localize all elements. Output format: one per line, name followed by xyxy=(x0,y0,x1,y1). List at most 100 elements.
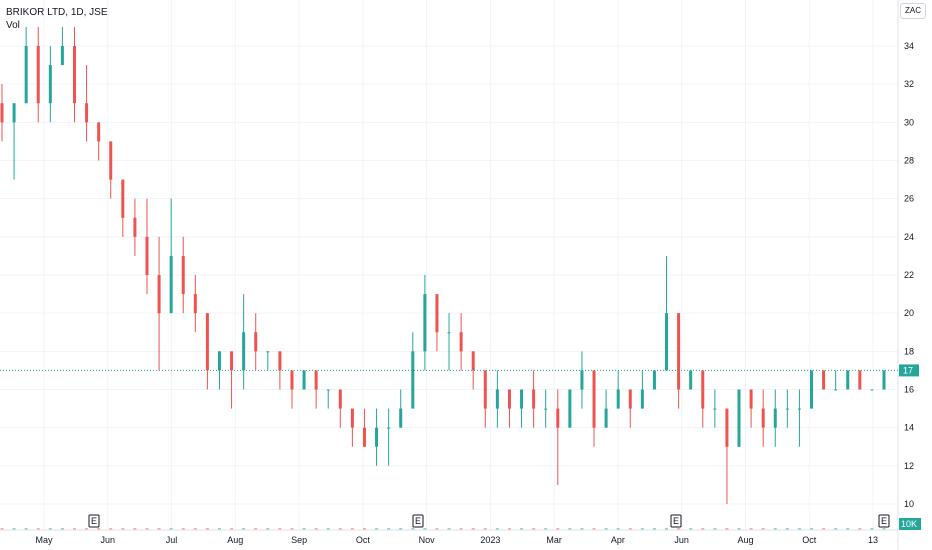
candle-body xyxy=(242,332,246,371)
volume-bar xyxy=(520,528,524,530)
volume-bar xyxy=(580,528,584,530)
volume-bar xyxy=(242,528,246,530)
candle-body xyxy=(12,103,16,123)
time-tick-label: Sep xyxy=(291,535,307,545)
candle-body xyxy=(121,179,125,218)
last-price-label: 17 xyxy=(903,365,913,375)
volume-bar xyxy=(60,528,64,530)
volume-bar xyxy=(640,528,644,530)
candle-body xyxy=(399,408,403,428)
volume-bar xyxy=(471,528,475,530)
candle-body xyxy=(423,294,427,352)
volume-bar xyxy=(338,528,342,530)
volume-bar xyxy=(447,528,451,530)
candle-body xyxy=(761,408,765,428)
candle-body xyxy=(24,46,28,104)
candle-series xyxy=(0,26,886,504)
volume-bar xyxy=(556,528,560,530)
volume-bar xyxy=(362,528,366,530)
volume-bar xyxy=(785,528,789,530)
time-tick-label: Mar xyxy=(546,535,562,545)
last-price-badge xyxy=(899,364,919,377)
price-tick-label: 16 xyxy=(904,385,914,395)
earnings-marker-label: E xyxy=(415,516,421,526)
candle-body xyxy=(737,389,741,447)
candle-body xyxy=(689,370,693,390)
time-tick-label: Jun xyxy=(101,535,116,545)
candle-body xyxy=(302,370,306,390)
price-tick-label: 14 xyxy=(904,423,914,433)
volume-bar xyxy=(882,528,886,530)
volume-bar xyxy=(133,528,137,530)
time-tick-label: Jul xyxy=(166,535,178,545)
candle-body xyxy=(725,408,729,447)
candle-body xyxy=(60,46,64,66)
candle-body xyxy=(157,275,161,314)
candle-body xyxy=(604,408,608,428)
volume-bar xyxy=(302,528,306,530)
volume-bar xyxy=(314,528,318,530)
candle-body xyxy=(677,313,681,390)
price-tick-label: 30 xyxy=(904,117,914,127)
candle-body xyxy=(520,389,524,409)
volume-bar xyxy=(266,528,270,530)
volume-bar xyxy=(701,528,705,530)
candle-body xyxy=(640,389,644,409)
volume-bar xyxy=(725,528,729,530)
candle-body xyxy=(145,236,149,275)
candle-body xyxy=(665,313,669,371)
candle-body xyxy=(85,103,89,123)
volume-bar xyxy=(737,528,741,530)
price-tick-label: 12 xyxy=(904,461,914,471)
volume-bar xyxy=(797,528,801,530)
candle-body xyxy=(713,408,717,410)
time-tick-label: Apr xyxy=(611,535,625,545)
candle-body xyxy=(797,408,801,410)
volume-bar xyxy=(459,528,463,530)
volume-bar xyxy=(592,528,596,530)
candle-body xyxy=(169,255,173,314)
volume-bar xyxy=(72,528,76,530)
earnings-marker-label: E xyxy=(91,516,97,526)
candle-body xyxy=(338,389,342,409)
volume-bar xyxy=(532,528,536,530)
candle-body xyxy=(532,389,536,409)
volume-bar xyxy=(435,528,439,530)
earnings-marker[interactable] xyxy=(878,514,890,528)
time-tick-label: May xyxy=(35,535,53,545)
volume-bar xyxy=(290,528,294,530)
candle-body xyxy=(507,389,511,409)
volume-bar xyxy=(254,528,258,530)
candle-body xyxy=(810,370,814,409)
currency-button[interactable]: ZAC xyxy=(900,3,926,19)
candle-body xyxy=(411,351,415,409)
candle-body xyxy=(556,408,560,428)
earnings-marker[interactable] xyxy=(412,514,424,528)
volume-label: Vol xyxy=(6,20,20,31)
candle-body xyxy=(217,351,221,371)
candle-body xyxy=(72,46,76,104)
volume-bar xyxy=(193,528,197,530)
volume-bar xyxy=(205,528,209,530)
volume-bar xyxy=(423,528,427,530)
volume-bar xyxy=(810,528,814,530)
candle-body xyxy=(36,46,40,104)
earnings-marker-label: E xyxy=(673,516,679,526)
symbol-title: BRIKOR LTD, 1D, JSE xyxy=(6,7,108,18)
volume-bar xyxy=(713,528,717,530)
volume-bar xyxy=(773,528,777,530)
volume-bar xyxy=(749,528,753,530)
price-tick-label: 32 xyxy=(904,79,914,89)
earnings-marker[interactable] xyxy=(670,514,682,528)
volume-axis-label: 10K xyxy=(901,519,917,529)
volume-bar xyxy=(822,528,826,530)
earnings-marker[interactable] xyxy=(88,514,100,528)
chart-legend: BRIKOR LTD, 1D, JSE Vol xyxy=(6,6,108,32)
volume-bar xyxy=(689,528,693,530)
time-tick-label: Oct xyxy=(802,535,817,545)
volume-bar xyxy=(411,528,415,530)
price-tick-label: 28 xyxy=(904,156,914,166)
